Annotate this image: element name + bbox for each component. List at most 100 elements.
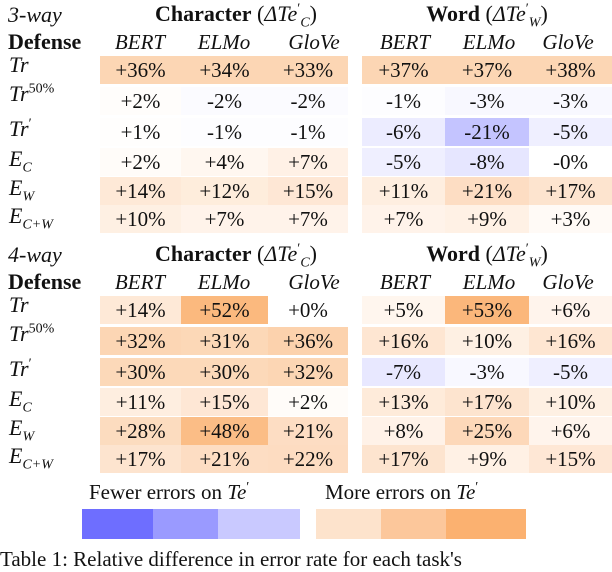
column-header-bert: BERT: [114, 30, 166, 54]
table-cell: +32%: [268, 358, 348, 386]
legend-swatch-more: [381, 509, 446, 539]
group-delta-symbol: ΔTe: [492, 1, 526, 26]
defense-subscript: W: [22, 189, 35, 205]
defense-symbol: E: [9, 146, 23, 171]
group-name: Word: [426, 241, 480, 266]
group-delta-symbol: ΔTe: [264, 1, 298, 26]
table-cell: +6%: [529, 417, 612, 445]
row-label-defense: EC: [9, 386, 32, 416]
table-cell: -6%: [362, 118, 445, 146]
table-cell: +7%: [268, 205, 348, 233]
table-cell: -3%: [529, 87, 612, 115]
table-cell: +1%: [100, 118, 181, 146]
defense-subscript: C: [22, 400, 32, 416]
table-cell: +48%: [181, 417, 268, 445]
column-header-glove: GloVe: [288, 30, 340, 54]
row-label-defense: EC+W: [9, 443, 53, 473]
row-label-defense: Tr: [9, 292, 29, 318]
table-cell: +30%: [181, 358, 268, 386]
table-cell: +7%: [268, 148, 348, 176]
table-cell: +37%: [445, 56, 529, 84]
defense-symbol: E: [9, 203, 23, 228]
legend-swatch-fewer: [82, 509, 153, 539]
table-cell: +15%: [268, 177, 348, 205]
table-cell: +10%: [100, 205, 181, 233]
group-name: Character: [155, 241, 252, 266]
table-cell: -8%: [445, 148, 529, 176]
defense-symbol: Tr: [9, 81, 29, 106]
group-delta-prime: ′: [297, 1, 301, 17]
column-header-elmo: ELMo: [197, 270, 251, 294]
group-title-1: Word (ΔTe′W): [426, 241, 548, 271]
defense-superscript: 50%: [28, 321, 55, 337]
row-label-defense: EC: [9, 146, 32, 176]
table-cell: +2%: [100, 148, 181, 176]
defense-subscript: W: [22, 429, 35, 445]
table-cell: -21%: [445, 118, 529, 146]
table-cell: +36%: [268, 327, 348, 355]
table-cell: +9%: [445, 205, 529, 233]
row-label-defense: EW: [9, 175, 34, 205]
table-caption: Table 1: Relative difference in error ra…: [0, 547, 462, 571]
group-delta-prime: ′: [525, 241, 529, 257]
legend-more-label: More errors on Te′: [325, 480, 479, 504]
column-header-glove: GloVe: [542, 30, 594, 54]
table-cell: -7%: [362, 358, 445, 386]
table-cell: +15%: [529, 445, 612, 473]
section-label: 4-way: [8, 242, 62, 267]
table-cell: +5%: [362, 296, 445, 324]
group-title-1: Word (ΔTe′W): [426, 1, 548, 31]
defense-symbol: E: [9, 443, 23, 468]
column-header-elmo: ELMo: [462, 270, 516, 294]
section-label: 3-way: [8, 2, 62, 27]
table-cell: +21%: [181, 445, 268, 473]
table-cell: +2%: [268, 388, 348, 416]
table-cell: +0%: [268, 296, 348, 324]
group-delta-symbol: ΔTe: [264, 241, 298, 266]
table-cell: -5%: [529, 118, 612, 146]
table-cell: +8%: [362, 417, 445, 445]
table-cell: -3%: [445, 358, 529, 386]
table-cell: +10%: [529, 388, 612, 416]
group-title-0: Character (ΔTe′C): [155, 241, 317, 271]
table-cell: -0%: [529, 148, 612, 176]
table-cell: +17%: [529, 177, 612, 205]
table-cell: +14%: [100, 296, 181, 324]
table-cell: +16%: [529, 327, 612, 355]
group-delta-subscript: C: [300, 15, 310, 31]
table-cell: +6%: [529, 296, 612, 324]
table-cell: +12%: [181, 177, 268, 205]
table-cell: +13%: [362, 388, 445, 416]
defense-superscript: ′: [28, 356, 32, 372]
column-header-bert: BERT: [114, 270, 166, 294]
table-cell: -5%: [362, 148, 445, 176]
defense-symbol: E: [9, 415, 23, 440]
table-cell: +16%: [362, 327, 445, 355]
legend-swatch-more: [316, 509, 381, 539]
defense-symbol: E: [9, 175, 23, 200]
table-cell: +11%: [362, 177, 445, 205]
group-delta-subscript: W: [528, 15, 541, 31]
row-label-defense: EW: [9, 415, 34, 445]
table-cell: +32%: [100, 327, 181, 355]
row-label-defense: Tr′: [9, 356, 32, 382]
table-cell: +38%: [529, 56, 612, 84]
group-delta-symbol: ΔTe: [492, 241, 526, 266]
defense-subscript: C+W: [22, 217, 53, 233]
table-cell: +17%: [445, 388, 529, 416]
table-cell: +9%: [445, 445, 529, 473]
group-delta-subscript: C: [300, 255, 310, 271]
column-header-bert: BERT: [379, 30, 431, 54]
defense-superscript: ′: [28, 116, 32, 132]
table-cell: -3%: [445, 87, 529, 115]
defense-symbol: Tr: [9, 52, 29, 77]
table-cell: -1%: [268, 118, 348, 146]
table-cell: +34%: [181, 56, 268, 84]
table-cell: +36%: [100, 56, 181, 84]
group-name: Character: [155, 1, 252, 26]
defense-subscript: C+W: [22, 457, 53, 473]
table-cell: +3%: [529, 205, 612, 233]
table-cell: -5%: [529, 358, 612, 386]
defense-symbol: Tr: [9, 116, 29, 141]
group-name: Word: [426, 1, 480, 26]
